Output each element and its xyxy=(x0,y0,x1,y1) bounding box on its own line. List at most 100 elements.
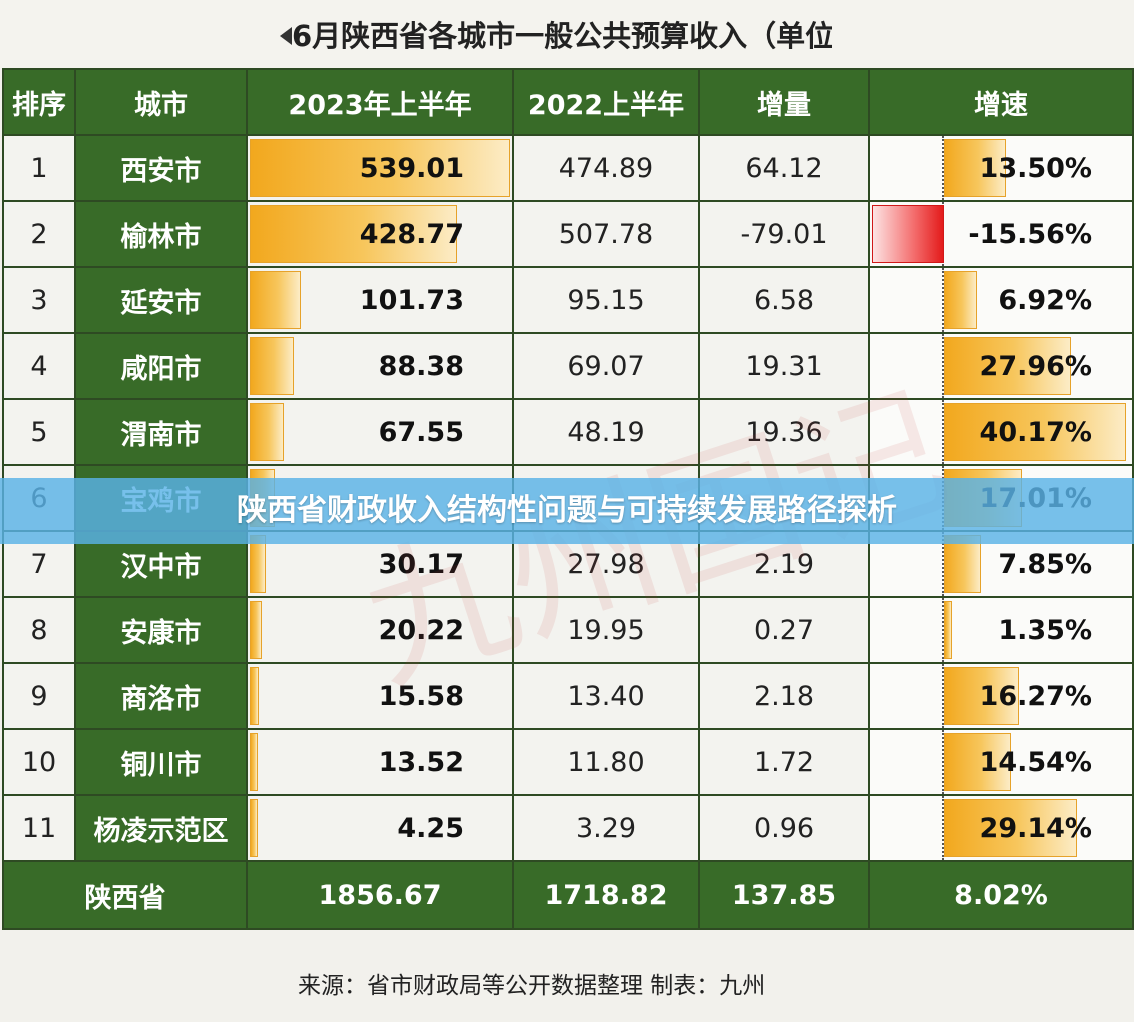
value-2023-cell: 4.25 xyxy=(246,794,514,862)
growth-axis xyxy=(942,335,944,397)
growth-value: 29.14% xyxy=(979,812,1092,844)
header-growth: 增速 xyxy=(868,68,1134,136)
table-title: 6月陕西省各城市一般公共预算收入（单位 xyxy=(292,19,832,53)
growth-axis xyxy=(942,401,944,463)
rank-cell: 10 xyxy=(2,728,76,796)
value-2022-cell: 11.80 xyxy=(512,728,700,796)
growth-bar xyxy=(944,535,982,593)
city-cell: 杨凌示范区 xyxy=(74,794,248,862)
growth-bar xyxy=(944,139,1007,197)
table-row: 8 安康市 20.22 19.95 0.27 1.35% xyxy=(2,596,1134,664)
header-city: 城市 xyxy=(74,68,248,136)
growth-cell: 1.35% xyxy=(868,596,1134,664)
table-row: 4 咸阳市 88.38 69.07 19.31 27.96% xyxy=(2,332,1134,400)
growth-cell: 40.17% xyxy=(868,398,1134,466)
delta-cell: 19.36 xyxy=(698,398,870,466)
growth-axis xyxy=(942,137,944,199)
growth-bar xyxy=(944,337,1072,395)
title-bar: 6月陕西省各城市一般公共预算收入（单位 xyxy=(0,0,1134,68)
table-row: 9 商洛市 15.58 13.40 2.18 16.27% xyxy=(2,662,1134,730)
growth-bar xyxy=(872,205,944,263)
header-delta: 增量 xyxy=(698,68,870,136)
city-cell: 铜川市 xyxy=(74,728,248,796)
growth-cell: 14.54% xyxy=(868,728,1134,796)
value-2022-cell: 95.15 xyxy=(512,266,700,334)
table-row: 3 延安市 101.73 95.15 6.58 6.92% xyxy=(2,266,1134,334)
value-2022-cell: 474.89 xyxy=(512,134,700,202)
value-2023: 30.17 xyxy=(378,548,464,580)
growth-value: 40.17% xyxy=(979,416,1092,448)
total-label: 陕西省 xyxy=(2,860,248,930)
value-2023-cell: 67.55 xyxy=(246,398,514,466)
growth-value: -15.56% xyxy=(968,218,1092,250)
total-2022: 1718.82 xyxy=(512,860,700,930)
growth-bar xyxy=(944,667,1019,725)
banner-text: 陕西省财政收入结构性问题与可持续发展路径探析 xyxy=(237,493,897,528)
value-2023: 20.22 xyxy=(378,614,464,646)
rank-cell: 9 xyxy=(2,662,76,730)
growth-cell: 16.27% xyxy=(868,662,1134,730)
value-2023-cell: 15.58 xyxy=(246,662,514,730)
value-bar xyxy=(250,799,258,857)
delta-cell: 19.31 xyxy=(698,332,870,400)
value-2022-cell: 13.40 xyxy=(512,662,700,730)
table-row: 1 西安市 539.01 474.89 64.12 13.50% xyxy=(2,134,1134,202)
growth-cell: 6.92% xyxy=(868,266,1134,334)
value-bar xyxy=(250,733,259,791)
growth-bar xyxy=(944,271,977,329)
growth-value: 1.35% xyxy=(998,614,1092,646)
delta-cell: 6.58 xyxy=(698,266,870,334)
value-2023-cell: 88.38 xyxy=(246,332,514,400)
value-bar xyxy=(250,667,260,725)
growth-cell: 27.96% xyxy=(868,332,1134,400)
value-2023: 428.77 xyxy=(359,218,464,250)
table-row: 11 杨凌示范区 4.25 3.29 0.96 29.14% xyxy=(2,794,1134,862)
delta-cell: 2.18 xyxy=(698,662,870,730)
table-row: 10 铜川市 13.52 11.80 1.72 14.54% xyxy=(2,728,1134,796)
value-2023-cell: 13.52 xyxy=(246,728,514,796)
growth-axis xyxy=(942,599,944,661)
header-2023: 2023年上半年 xyxy=(246,68,514,136)
growth-value: 7.85% xyxy=(998,548,1092,580)
growth-axis xyxy=(942,269,944,331)
city-cell: 榆林市 xyxy=(74,200,248,268)
growth-value: 27.96% xyxy=(979,350,1092,382)
city-cell: 商洛市 xyxy=(74,662,248,730)
value-2022-cell: 507.78 xyxy=(512,200,700,268)
growth-axis xyxy=(942,665,944,727)
value-2023-cell: 539.01 xyxy=(246,134,514,202)
delta-cell: 64.12 xyxy=(698,134,870,202)
table-body: 1 西安市 539.01 474.89 64.12 13.50% 2 榆林市 428.77 507… xyxy=(2,134,1134,862)
total-delta: 137.85 xyxy=(698,860,870,930)
rank-cell: 3 xyxy=(2,266,76,334)
growth-bar xyxy=(944,799,1077,857)
city-cell: 安康市 xyxy=(74,596,248,664)
delta-cell: 1.72 xyxy=(698,728,870,796)
growth-value: 14.54% xyxy=(979,746,1092,778)
growth-bar xyxy=(944,601,953,659)
city-cell: 渭南市 xyxy=(74,398,248,466)
arrow-icon xyxy=(280,27,292,45)
value-bar xyxy=(250,337,295,395)
header-2022: 2022上半年 xyxy=(512,68,700,136)
growth-axis xyxy=(942,731,944,793)
delta-cell: 0.96 xyxy=(698,794,870,862)
delta-cell: -79.01 xyxy=(698,200,870,268)
value-2023-cell: 428.77 xyxy=(246,200,514,268)
value-2023-cell: 101.73 xyxy=(246,266,514,334)
value-bar xyxy=(250,403,285,461)
value-2023: 15.58 xyxy=(378,680,464,712)
value-bar xyxy=(250,601,262,659)
growth-bar xyxy=(944,733,1012,791)
header-row: 排序 城市 2023年上半年 2022上半年 增量 增速 xyxy=(2,68,1134,136)
rank-cell: 8 xyxy=(2,596,76,664)
value-2023: 101.73 xyxy=(359,284,464,316)
total-growth: 8.02% xyxy=(868,860,1134,930)
value-bar xyxy=(250,271,301,329)
value-2022-cell: 69.07 xyxy=(512,332,700,400)
rank-cell: 11 xyxy=(2,794,76,862)
rank-cell: 4 xyxy=(2,332,76,400)
growth-value: 13.50% xyxy=(979,152,1092,184)
growth-bar xyxy=(944,403,1126,461)
rank-cell: 1 xyxy=(2,134,76,202)
